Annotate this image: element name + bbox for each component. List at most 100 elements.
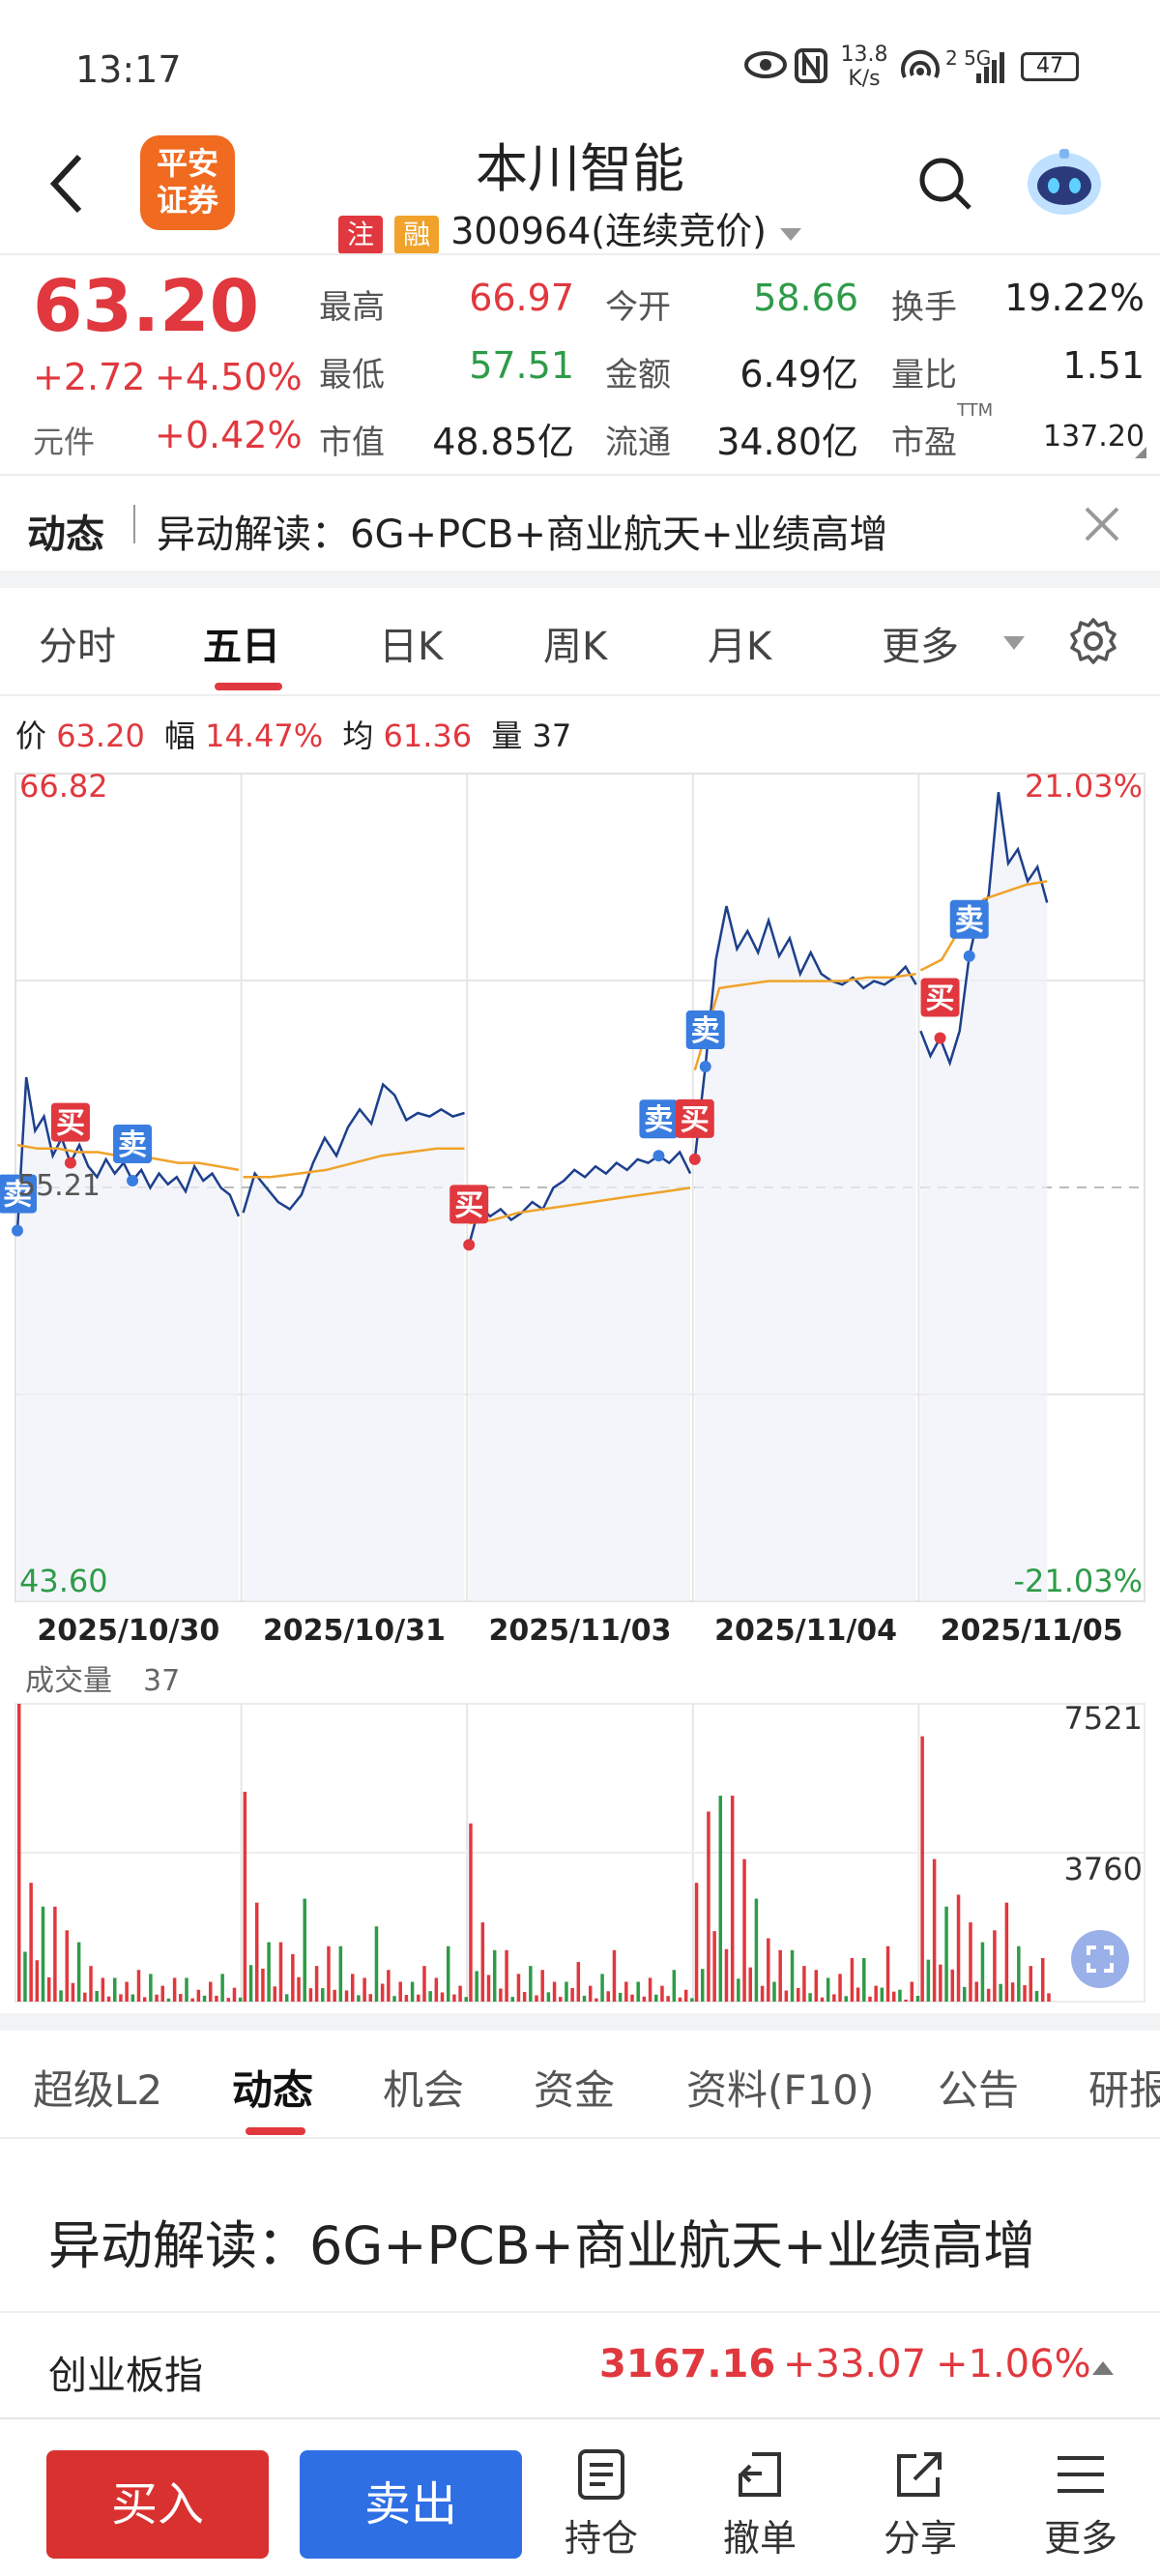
volume-bar	[428, 1991, 432, 2002]
tab-more[interactable]: 更多	[882, 625, 959, 669]
volume-bar	[446, 1946, 450, 2002]
five-day-chart[interactable]: 卖买卖买卖卖买买卖66.8243.6055.2121.03%-21.03%202…	[0, 696, 1160, 2031]
volume-bar	[552, 1981, 557, 2002]
volume-bar	[196, 1989, 201, 2002]
volume-bar	[350, 1974, 355, 2002]
volume-bar	[243, 1791, 247, 2002]
stock-code-row[interactable]: 注 融 300964(连续竞价)	[338, 201, 803, 254]
average-line	[469, 1186, 691, 1225]
volume-bar	[344, 1990, 349, 2002]
buy-marker-badge	[450, 1185, 489, 1224]
volume-bar	[784, 1990, 789, 2002]
volume-bar	[690, 1998, 694, 2002]
robot-assistant-icon[interactable]	[1023, 145, 1106, 222]
volume-bar	[417, 1994, 420, 2002]
volume-bar	[939, 1964, 942, 2002]
news-headline[interactable]: 异动解读：6G+PCB+商业航天+业绩高增	[48, 2215, 1036, 2276]
tab-weekly-k[interactable]: 周K	[543, 625, 608, 669]
volume-bar	[796, 1987, 800, 2002]
volume-bar	[820, 1997, 825, 2002]
holdings-button[interactable]: 持仓	[543, 2448, 659, 2561]
sell-marker-label: 卖	[644, 1103, 673, 1137]
volume-bar	[559, 1997, 563, 2002]
index-value: 3167.16	[599, 2342, 776, 2386]
volume-bar	[510, 1997, 515, 2002]
volume-bar	[83, 1992, 87, 2002]
label-high: 最高	[319, 288, 385, 327]
section-gap	[0, 2013, 1160, 2031]
buy-button[interactable]: 买入	[46, 2450, 269, 2559]
fullscreen-icon[interactable]	[1071, 1930, 1129, 1988]
volume-bar	[362, 1977, 366, 2002]
volume-bar	[838, 1974, 842, 2002]
tab-capital[interactable]: 资金	[534, 2066, 616, 2114]
stock-header: 平安 证券 本川智能 注 融 300964(连续竞价)	[0, 126, 1160, 254]
volume-bar	[546, 1992, 551, 2002]
price-line	[467, 1150, 692, 1245]
volume-bar	[434, 1977, 439, 2002]
tab-super-l2[interactable]: 超级L2	[33, 2066, 163, 2114]
search-icon[interactable]	[918, 157, 972, 215]
tab-five-day[interactable]: 五日	[203, 625, 280, 669]
volume-bar	[215, 1995, 218, 2002]
chart-tabs: 分时 五日 日K 周K 月K 更多	[0, 588, 1160, 696]
tab-daily-k[interactable]: 日K	[379, 625, 444, 669]
sell-marker-badge	[949, 899, 989, 939]
volume-bar	[910, 1981, 914, 2002]
stock-name: 本川智能	[476, 138, 684, 199]
news-bar[interactable]: 动态 异动解读：6G+PCB+商业航天+业绩高增	[0, 474, 1160, 571]
buy-marker-dot	[934, 1032, 946, 1044]
buy-marker-badge	[50, 1102, 90, 1142]
gear-icon[interactable]	[1069, 617, 1117, 669]
index-row[interactable]: 创业板指 3167.16 +33.07 +1.06%	[0, 2315, 1160, 2415]
expand-up-icon[interactable]	[1090, 2359, 1116, 2381]
volume-bar	[380, 1983, 385, 2002]
corner-expand-icon[interactable]	[1133, 445, 1148, 464]
volume-bar	[636, 1981, 640, 2002]
sell-button[interactable]: 卖出	[300, 2450, 522, 2559]
tab-monthly-k[interactable]: 月K	[708, 625, 772, 669]
more-button[interactable]: 更多	[1023, 2448, 1139, 2561]
tab-announcement[interactable]: 公告	[938, 2066, 1020, 2114]
volume-bar	[540, 1970, 544, 2002]
volume-bar	[492, 1949, 497, 2002]
volume-bar	[136, 1970, 141, 2002]
info-avg-label: 均	[342, 717, 374, 754]
value-pe: 137.20	[1043, 420, 1145, 454]
volume-bar	[338, 1946, 343, 2002]
tab-research[interactable]: 研报	[1088, 2066, 1160, 2114]
volume-bar	[254, 1902, 259, 2002]
volume-bar	[986, 1988, 991, 2002]
average-line	[693, 972, 916, 1071]
tab-news[interactable]: 动态	[232, 2066, 314, 2114]
sell-marker-label: 卖	[3, 1179, 32, 1213]
volume-bar	[29, 1883, 33, 2002]
close-icon[interactable]	[1083, 505, 1121, 547]
back-icon[interactable]	[48, 153, 87, 219]
volume-bar	[880, 1987, 884, 2002]
volume-bar	[166, 1998, 171, 2002]
signal-icon	[976, 48, 1009, 87]
unit-change: +0.42%	[155, 414, 303, 456]
tab-opportunity[interactable]: 机会	[383, 2066, 465, 2114]
volume-bar	[700, 1969, 705, 2002]
buy-marker-label: 买	[926, 982, 955, 1016]
volume-bar	[480, 1922, 485, 2002]
volume-bar	[392, 1996, 396, 2002]
tab-intraday[interactable]: 分时	[39, 625, 116, 669]
active-info-tab-indicator	[246, 2127, 305, 2135]
price-area	[694, 906, 916, 1601]
share-icon	[897, 2452, 942, 2497]
volume-bar	[65, 1930, 69, 2002]
volume-bar	[248, 1965, 253, 2002]
volume-bar	[410, 1981, 415, 2002]
info-avg: 61.36	[383, 717, 473, 754]
volume-bar	[1034, 1990, 1039, 2002]
finance-tag: 融	[394, 216, 440, 254]
volume-bar	[267, 1942, 271, 2002]
volume-bar	[606, 1991, 611, 2002]
unit-label: 元件	[33, 424, 96, 460]
share-button[interactable]: 分享	[862, 2448, 978, 2561]
tab-f10[interactable]: 资料(F10)	[686, 2066, 875, 2114]
cancel-order-button[interactable]: 撤单	[702, 2448, 818, 2561]
